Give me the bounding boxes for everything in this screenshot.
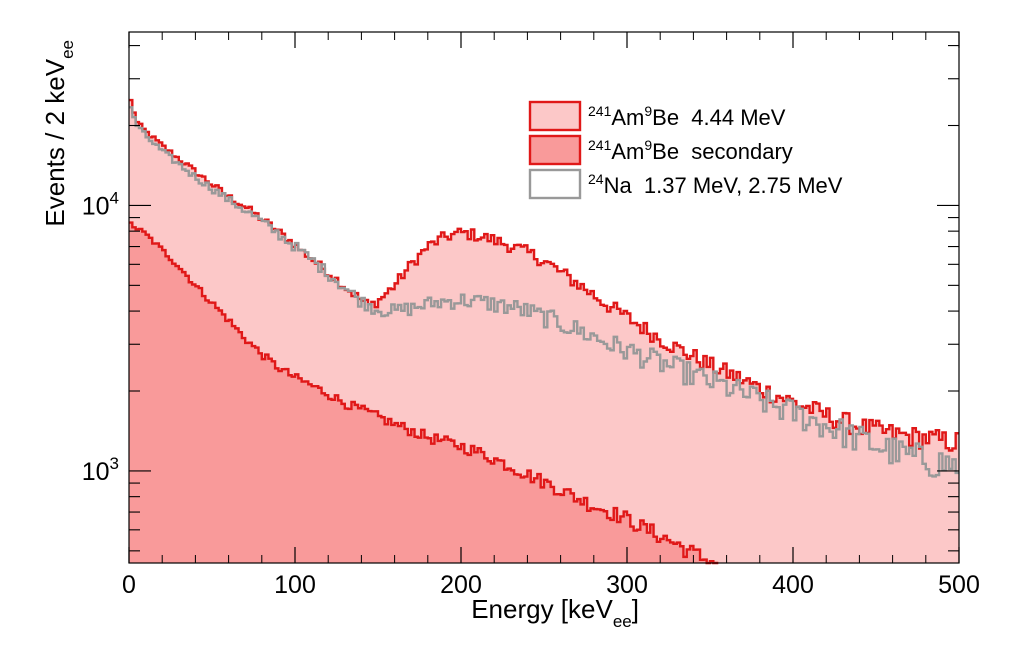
y-tick-base: 10: [82, 458, 110, 486]
legend-element: Am: [611, 105, 644, 130]
x-tick-label: 0: [122, 571, 136, 599]
legend-element: Am: [611, 139, 644, 164]
series-line-amBe_secondary: [129, 221, 719, 565]
x-tick-label: 300: [606, 571, 648, 599]
y-tick-label: 104: [82, 188, 119, 220]
legend-isotope-mass: 9: [644, 137, 652, 153]
y-tick-exp: 4: [110, 188, 119, 207]
x-axis-label: Energy [keVee]: [471, 594, 639, 631]
series-layer: [129, 98, 959, 565]
legend-energy: 4.44 MeV: [679, 105, 786, 130]
legend-swatch: [528, 134, 582, 166]
x-tick-label: 100: [274, 571, 316, 599]
plot-frame: [128, 31, 960, 564]
legend-isotope-mass: 241: [588, 103, 612, 119]
legend-entry-label: 24Na 1.37 MeV, 2.75 MeV: [588, 171, 843, 198]
y-tick-base: 10: [82, 192, 110, 220]
x-tick-label: 200: [440, 571, 482, 599]
legend-swatch: [528, 100, 582, 132]
y-tick-exp: 3: [110, 454, 119, 473]
legend-isotope-mass: 9: [644, 103, 652, 119]
legend-energy: 1.37 MeV, 2.75 MeV: [632, 173, 843, 198]
legend-entry-label: 241Am9Be secondary: [588, 137, 793, 164]
series-fill-amBe_secondary: [129, 222, 719, 563]
legend-swatch: [528, 168, 582, 200]
y-axis-label: Events / 2 keVee: [40, 40, 77, 227]
legend-isotope-mass: 24: [588, 171, 604, 187]
series-line-na24: [129, 106, 959, 478]
legend-energy: secondary: [679, 139, 793, 164]
y-tick-label: 103: [82, 454, 119, 486]
legend-element: Na: [604, 173, 633, 198]
x-tick-label: 500: [938, 571, 980, 599]
legend-element: Be: [652, 139, 679, 164]
legend-element: Be: [652, 105, 679, 130]
legend-isotope-mass: 241: [588, 137, 612, 153]
x-tick-label: 400: [772, 571, 814, 599]
legend-entry-label: 241Am9Be 4.44 MeV: [588, 103, 786, 130]
